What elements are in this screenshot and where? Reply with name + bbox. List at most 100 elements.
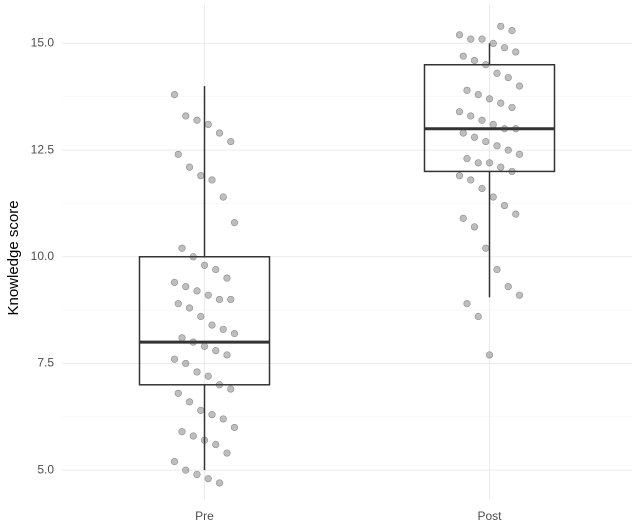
point bbox=[515, 150, 524, 158]
point bbox=[182, 283, 190, 291]
point bbox=[208, 321, 216, 329]
point bbox=[182, 112, 190, 120]
point bbox=[174, 389, 182, 397]
point bbox=[212, 347, 220, 355]
point bbox=[185, 163, 194, 171]
point bbox=[508, 103, 516, 112]
y-tick-label: 15.0 bbox=[31, 36, 55, 50]
point bbox=[478, 116, 486, 124]
x-tick-label: Post bbox=[477, 509, 502, 523]
point bbox=[215, 381, 224, 389]
point bbox=[493, 265, 501, 274]
y-tick-label: 5.0 bbox=[37, 462, 54, 476]
point bbox=[497, 22, 505, 30]
point bbox=[504, 283, 512, 291]
point bbox=[470, 133, 479, 141]
point bbox=[185, 398, 194, 406]
point bbox=[512, 48, 520, 56]
point bbox=[500, 201, 509, 210]
point bbox=[467, 176, 475, 184]
point bbox=[197, 312, 205, 321]
box bbox=[423, 63, 556, 173]
point bbox=[470, 223, 479, 231]
point bbox=[185, 304, 194, 312]
point bbox=[482, 244, 490, 252]
point bbox=[508, 167, 516, 176]
point bbox=[204, 120, 212, 129]
point bbox=[197, 406, 205, 414]
point bbox=[174, 300, 182, 308]
point bbox=[215, 295, 224, 304]
point bbox=[497, 163, 505, 171]
point bbox=[455, 172, 464, 180]
point bbox=[497, 99, 505, 107]
point bbox=[227, 295, 235, 304]
point bbox=[512, 125, 520, 133]
point bbox=[204, 475, 212, 483]
point bbox=[463, 300, 471, 308]
point bbox=[189, 253, 197, 261]
point bbox=[200, 261, 209, 269]
point bbox=[174, 150, 182, 158]
point bbox=[212, 265, 220, 274]
point bbox=[500, 125, 509, 133]
point bbox=[474, 312, 482, 321]
point bbox=[489, 193, 497, 201]
point bbox=[219, 415, 227, 423]
point bbox=[478, 184, 486, 193]
point bbox=[178, 244, 186, 252]
point bbox=[178, 334, 186, 342]
point bbox=[182, 466, 190, 474]
point bbox=[485, 159, 494, 167]
point bbox=[467, 112, 475, 120]
point bbox=[485, 95, 494, 103]
point bbox=[193, 287, 201, 295]
point bbox=[223, 351, 231, 359]
box bbox=[138, 256, 271, 386]
point bbox=[230, 423, 239, 432]
point bbox=[482, 137, 490, 146]
point bbox=[485, 351, 494, 359]
point bbox=[504, 73, 512, 82]
point bbox=[470, 56, 479, 65]
point bbox=[189, 432, 197, 440]
y-tick-label: 12.5 bbox=[31, 142, 55, 156]
point bbox=[459, 129, 467, 137]
point bbox=[230, 329, 239, 338]
point bbox=[197, 172, 205, 180]
point bbox=[459, 52, 467, 60]
point bbox=[215, 129, 224, 137]
point bbox=[500, 44, 509, 52]
point bbox=[170, 278, 179, 286]
point bbox=[504, 146, 512, 154]
point bbox=[219, 193, 227, 201]
point bbox=[227, 385, 235, 393]
point bbox=[193, 368, 201, 376]
point bbox=[178, 428, 186, 436]
point bbox=[204, 291, 212, 299]
point bbox=[474, 159, 482, 167]
point bbox=[493, 69, 501, 77]
point bbox=[219, 325, 227, 333]
point bbox=[455, 31, 464, 39]
point bbox=[489, 120, 497, 129]
point bbox=[459, 214, 467, 222]
point bbox=[474, 91, 482, 99]
point bbox=[170, 355, 179, 363]
point bbox=[227, 137, 235, 146]
point bbox=[512, 210, 520, 218]
point bbox=[515, 291, 524, 299]
point bbox=[223, 274, 231, 282]
y-tick-label: 10.0 bbox=[31, 249, 55, 263]
point bbox=[204, 372, 212, 380]
point bbox=[478, 35, 486, 43]
point bbox=[463, 155, 471, 163]
point bbox=[189, 338, 197, 346]
point bbox=[182, 359, 190, 368]
point bbox=[170, 457, 179, 466]
point bbox=[493, 142, 501, 150]
point bbox=[212, 440, 220, 449]
point bbox=[463, 86, 471, 94]
point bbox=[170, 91, 179, 99]
